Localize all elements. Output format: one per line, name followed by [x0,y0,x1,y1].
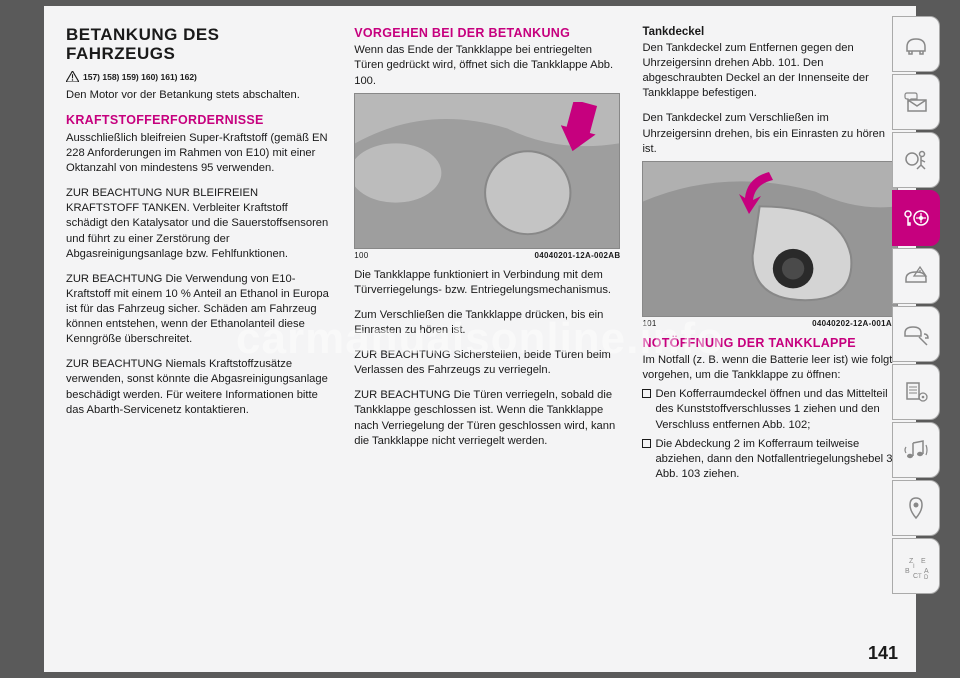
paragraph: Den Tankdeckel zum Entfernen gegen den U… [642,41,898,101]
svg-text:A: A [924,568,929,575]
paragraph: Die Tankklappe funktioniert in Verbindun… [354,268,620,298]
alpha-index-icon: Z E B A I C D T [901,551,931,581]
tab-airbag[interactable] [892,132,940,188]
envelope-icon [901,87,931,117]
tab-index[interactable]: Z E B A I C D T [892,538,940,594]
key-steering-icon [901,203,931,233]
figure-number: 101 [642,319,656,328]
svg-text:I: I [913,564,915,570]
column-2: VORGEHEN BEI DER BETANKUNG Wenn das Ende… [354,26,620,662]
bullet-box-icon [642,439,651,448]
bullet-item: Den Kofferraumdeckel öffnen und das Mitt… [642,387,898,432]
heading-fuel-req: KRAFTSTOFFERFORDERNISSE [66,113,332,127]
svg-text:T: T [918,574,922,580]
heading-procedure: VORGEHEN BEI DER BETANKUNG [354,26,620,40]
tab-messages[interactable] [892,74,940,130]
heading-emergency: NOTÖFFNUNG DER TANKKLAPPE [642,336,898,350]
figure-number: 100 [354,251,368,260]
tab-service[interactable] [892,306,940,362]
paragraph: Zum Verschließen die Tankklappe drücken,… [354,308,620,338]
side-tabs: Z E B A I C D T [892,16,940,594]
tab-vehicle[interactable] [892,16,940,72]
tab-start-active[interactable] [892,190,940,246]
figure-101: 101 04040202-12A-001AB [642,161,898,328]
column-1: BETANKUNG DES FAHRZEUGS 157) 158) 159) 1… [66,26,332,662]
car-front-icon [901,29,931,59]
clipboard-gear-icon [901,377,931,407]
tab-settings[interactable] [892,364,940,420]
bullet-text: Die Abdeckung 2 im Kofferraum teilweise … [655,437,898,482]
warning-refs-row: 157) 158) 159) 160) 161) 162) [66,71,332,82]
car-warning-icon [901,261,931,291]
heading-refuel: BETANKUNG DES FAHRZEUGS [66,26,332,63]
warning-refs: 157) 158) 159) 160) 161) 162) [83,72,197,82]
paragraph: Wenn das Ende der Tankklappe bei entrieg… [354,43,620,88]
music-note-icon [901,435,931,465]
bullet-text: Den Kofferraumdeckel öffnen und das Mitt… [655,387,898,432]
paragraph: ZUR BEACHTUNG Die Türen verriegeln, soba… [354,388,620,448]
car-wrench-icon [901,319,931,349]
svg-text:E: E [921,558,926,565]
location-pin-icon [901,493,931,523]
paragraph: ZUR BEACHTUNG Sicherstellen, beide Türen… [354,348,620,378]
figure-code: 04040201-12A-002AB [535,251,621,260]
tab-navigation[interactable] [892,480,940,536]
paragraph: Den Tankdeckel zum Verschließen im Uhrze… [642,111,898,156]
paragraph: Im Notfall (z. B. wenn die Batterie leer… [642,353,898,383]
figure-100: 100 04040201-12A-002AB [354,93,620,260]
page-number: 141 [868,643,898,664]
airbag-icon [901,145,931,175]
paragraph: Den Motor vor der Betankung stets abscha… [66,88,332,103]
tab-audio[interactable] [892,422,940,478]
bullet-item: Die Abdeckung 2 im Kofferraum teilweise … [642,437,898,482]
paragraph: ZUR BEACHTUNG NUR BLEIFREIEN KRAFTSTOFF … [66,186,332,262]
svg-text:D: D [924,575,929,581]
column-3: Tankdeckel Den Tankdeckel zum Entfernen … [642,26,898,662]
tab-warning-car[interactable] [892,248,940,304]
figure-code: 04040202-12A-001AB [812,319,898,328]
bullet-box-icon [642,389,651,398]
paragraph: ZUR BEACHTUNG Die Verwendung von E10-Kra… [66,272,332,348]
warning-triangle-icon [66,71,79,82]
paragraph: ZUR BEACHTUNG Niemals Kraftstoffzusätze … [66,357,332,417]
svg-text:B: B [905,568,910,575]
arrow-down-icon [561,102,597,152]
heading-fuel-cap: Tankdeckel [642,26,898,38]
paragraph: Ausschließlich bleifreien Super-Kraftsto… [66,131,332,176]
arrow-curved-icon [739,168,779,214]
